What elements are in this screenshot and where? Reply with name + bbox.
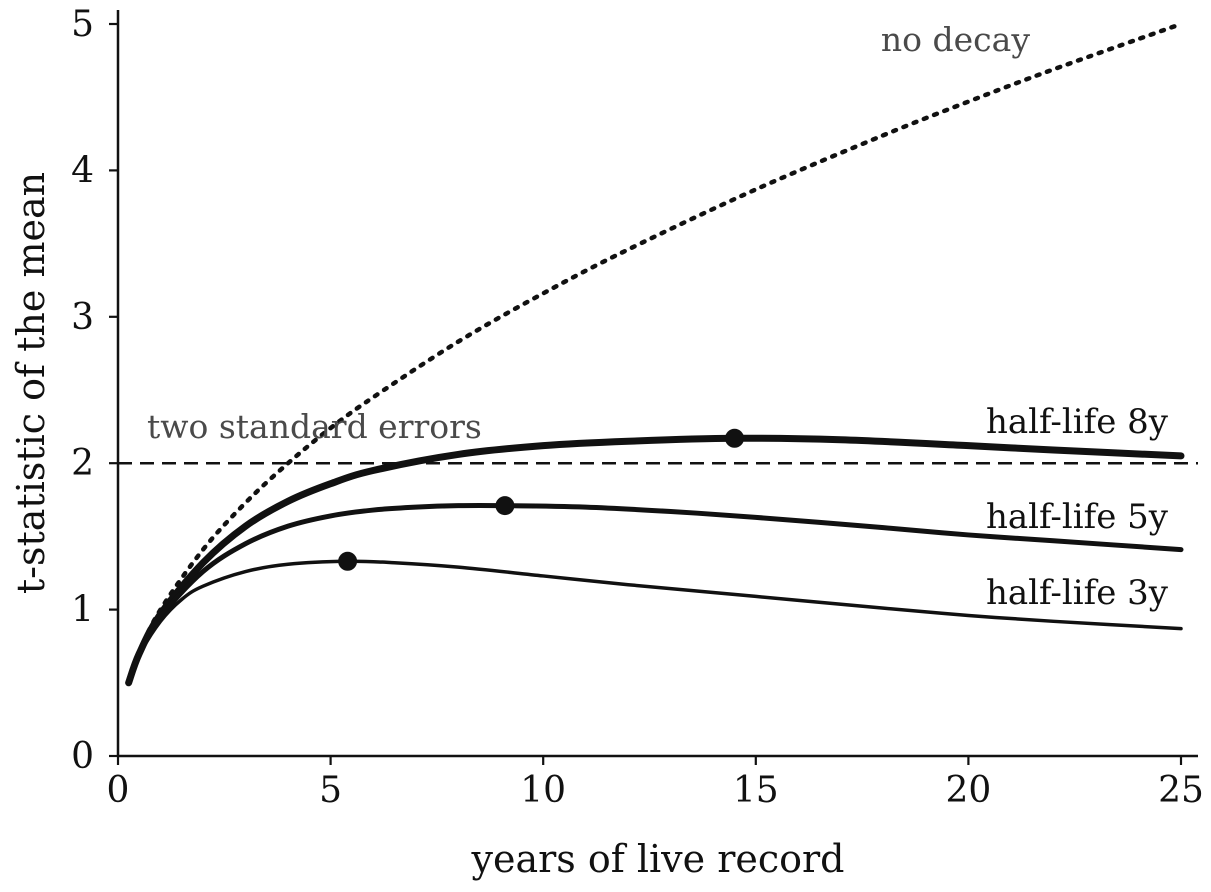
series-line-half-life-3y [126, 559, 1183, 685]
x-axis-label: years of live record [470, 837, 844, 881]
series-label-no-decay: no decay [881, 20, 1030, 59]
series-line-half-life-8y [125, 434, 1185, 687]
peak-markers [338, 428, 745, 571]
x-tick-label-20: 20 [945, 770, 991, 811]
ticks: 0 5 10 15 20 25 0 1 2 3 4 5 [71, 4, 1204, 811]
reference-line-label: two standard errors [147, 407, 482, 446]
y-tick-label-4: 4 [71, 150, 94, 191]
peak-marker-half-life-5y [495, 496, 515, 516]
series-label-half-life-8y: half-life 8y [986, 402, 1169, 442]
x-tick-label-5: 5 [319, 770, 342, 811]
labels: years of live record t-statistic of the … [9, 20, 1169, 881]
x-tick-label-10: 10 [520, 770, 566, 811]
y-tick-label-0: 0 [71, 736, 94, 777]
y-tick-label-5: 5 [71, 4, 94, 45]
peak-marker-half-life-8y [725, 428, 745, 448]
y-tick-label-2: 2 [71, 443, 94, 484]
x-tick-label-25: 25 [1158, 770, 1204, 811]
series-group [125, 21, 1185, 687]
peak-marker-half-life-3y [338, 551, 358, 571]
y-tick-label-1: 1 [71, 590, 94, 631]
x-tick-label-0: 0 [107, 770, 130, 811]
series-line-half-life-5y [126, 502, 1184, 686]
y-tick-label-3: 3 [71, 297, 94, 338]
axes [116, 10, 1198, 758]
series-label-half-life-5y: half-life 5y [986, 497, 1169, 537]
series-label-half-life-3y: half-life 3y [986, 573, 1169, 613]
x-tick-label-15: 15 [733, 770, 779, 811]
series-line-no-decay [126, 21, 1184, 686]
y-axis-label: t-statistic of the mean [9, 172, 53, 594]
